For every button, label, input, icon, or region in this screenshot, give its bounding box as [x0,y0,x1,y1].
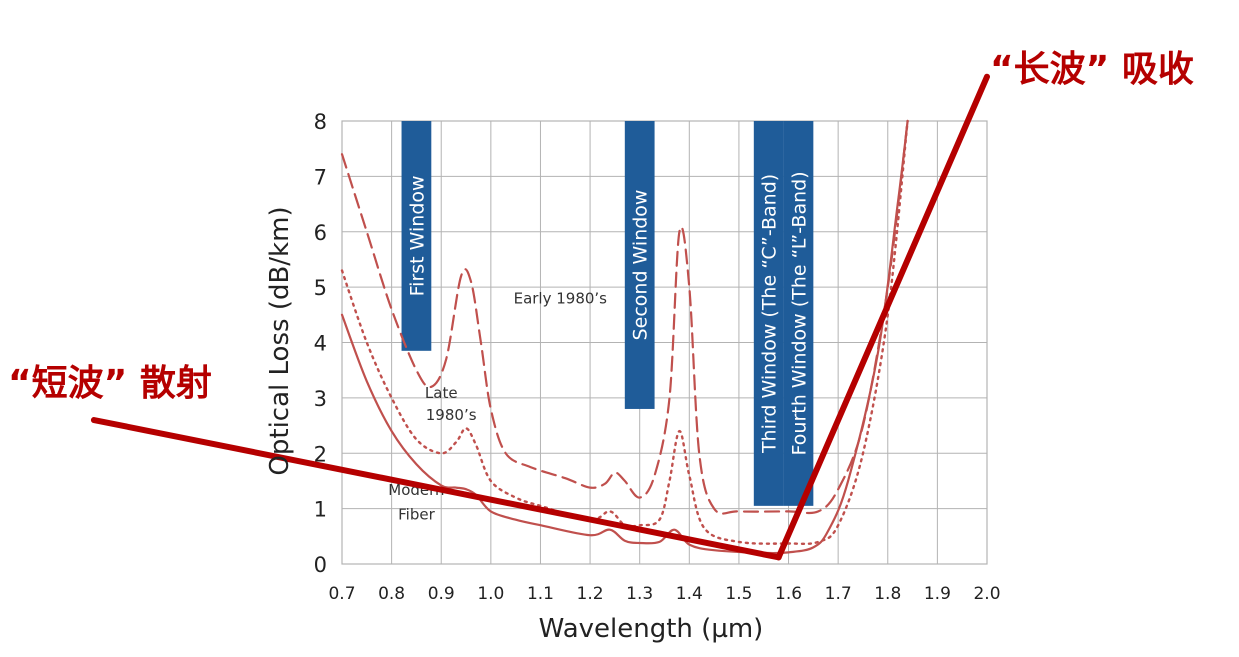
y-tick-label: 2 [314,442,327,466]
transmission-window-label: Fourth Window (The “L”-Band) [788,171,810,455]
y-tick-label: 6 [314,221,327,245]
transmission-windows: First Window Second Window Third Window (T… [401,121,814,506]
x-tick-label: 1.4 [676,584,703,604]
y-tick-label: 8 [314,110,327,134]
transmission-window-bar [783,121,814,506]
long-wave-absorption-annotation: “长波” 吸收 [990,49,1194,90]
transmission-window-bar [624,121,655,409]
x-tick-label: 1.2 [577,584,604,604]
loss-curve-early-1980-s [340,119,909,515]
short-wave-scattering-annotation: “短波” 散射 [8,363,212,404]
x-axis-title: Wavelength (µm) [539,614,764,644]
transmission-window-bar [401,121,432,351]
x-tick-label: 0.9 [428,584,455,604]
curve-label: Early 1980’s [514,290,608,308]
y-axis-title: Optical Loss (dB/km) [265,206,295,475]
curve-label: Fiber [398,506,435,524]
x-tick-label: 1.3 [626,584,653,604]
trend-line-short-wave-scattering [90,417,782,561]
transmission-window-label: Second Window [630,190,652,341]
trend-line-long-wave-absorption [775,73,990,561]
curve-label: Late [425,384,458,402]
x-tick-label: 0.7 [328,584,355,604]
x-tick-label: 1.5 [725,584,752,604]
curve-label: 1980’s [426,406,477,424]
transmission-window-label: Third Window (The “C”-Band) [759,174,781,454]
x-tick-label: 1.8 [874,584,901,604]
x-tick-label: 0.8 [378,584,405,604]
x-tick-label: 2.0 [973,584,1000,604]
x-tick-label: 1.7 [825,584,852,604]
y-tick-label: 0 [314,553,327,577]
y-tick-label: 7 [314,165,327,189]
y-tick-label: 5 [314,276,327,300]
y-tick-label: 4 [314,332,327,356]
transmission-window-label: First Window [406,175,428,296]
y-tick-label: 3 [314,387,327,411]
x-tick-label: 1.9 [924,584,951,604]
loss-curve-modern-fiber [340,119,909,555]
y-tick-label: 1 [314,498,327,522]
transmission-window-bar [753,121,784,506]
x-tick-label: 1.6 [775,584,802,604]
x-tick-label: 1.1 [527,584,554,604]
x-tick-label: 1.0 [477,584,504,604]
trend-lines [90,73,990,561]
axis-ticks: 0.7 0.8 0.9 1.0 1.1 1.2 1.3 1.4 1.5 1.6 1.7 1.8 1.9 2… [314,110,1001,604]
